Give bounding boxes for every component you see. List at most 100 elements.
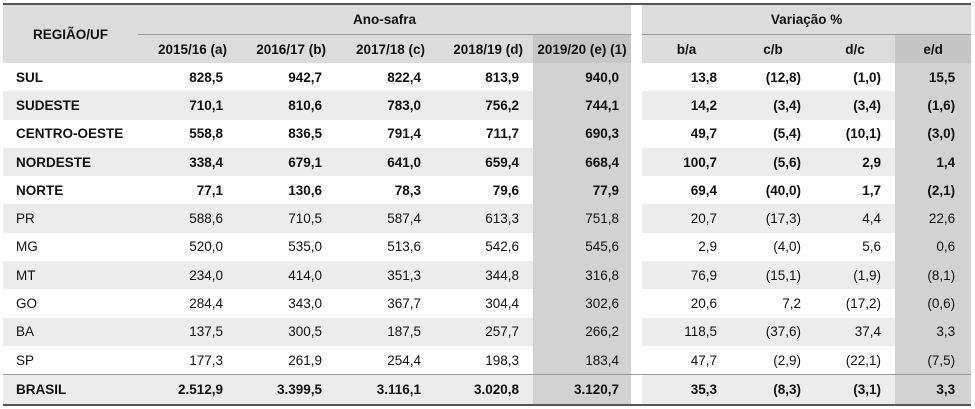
cell: 300,5 — [237, 317, 336, 346]
gap-cell — [631, 91, 643, 120]
cell: 14,2 — [642, 91, 732, 120]
cell: 2,9 — [698, 239, 718, 255]
cell: (1,6) — [895, 91, 972, 120]
cell: 304,4 — [485, 296, 519, 312]
cell: 302,6 — [533, 289, 632, 318]
table-row-total: BRASIL 2.512,9 3.399,5 3.116,1 3.020,8 3… — [3, 374, 972, 406]
cell: (4,0) — [773, 239, 802, 255]
cell: 783,0 — [336, 91, 435, 120]
col-header-2019: 2019/20 (e) (1) — [533, 34, 632, 63]
cell: 35,3 — [642, 374, 732, 406]
cell: 20,7 — [642, 204, 732, 233]
variacao-header: Variação % — [642, 3, 972, 35]
cell: 558,8 — [189, 126, 223, 142]
cell: 0,6 — [895, 232, 972, 262]
cell: 513,6 — [387, 239, 421, 255]
cell: 822,4 — [387, 69, 421, 85]
cell: 641,0 — [336, 147, 435, 177]
cell: 257,7 — [435, 317, 533, 346]
cell: 3,3 — [895, 317, 972, 346]
cell: 3.120,7 — [533, 374, 632, 406]
cell: 3.399,5 — [237, 374, 336, 406]
gap-cell — [631, 374, 643, 406]
col-header-2015: 2015/16 (a) — [138, 34, 237, 63]
gap-cell — [631, 119, 643, 148]
cell: 47,7 — [690, 352, 718, 368]
cell: 587,4 — [336, 204, 435, 233]
cell: 137,5 — [138, 317, 237, 346]
cell: 316,8 — [533, 261, 632, 290]
cell: (8,3) — [731, 374, 816, 406]
gap-cell — [631, 345, 643, 375]
cell: 79,6 — [492, 182, 519, 198]
cell: (5,6) — [731, 147, 816, 177]
cell: 266,2 — [533, 317, 632, 346]
cell: 836,5 — [288, 126, 322, 142]
cell: (22,1) — [845, 352, 882, 368]
cell: (17,3) — [731, 204, 816, 233]
cell: 77,1 — [196, 182, 223, 198]
cell: 343,0 — [288, 296, 322, 312]
cell: 344,8 — [435, 261, 533, 290]
cell: 183,4 — [533, 345, 632, 375]
cell: 198,3 — [485, 352, 519, 368]
table-row: MG 520,0 535,0 513,6 542,6 545,6 2,9 (4,… — [3, 232, 972, 262]
table-row: SUDESTE 710,1 810,6 783,0 756,2 744,1 14… — [3, 91, 972, 120]
cell: 284,4 — [189, 296, 223, 312]
cell: 338,4 — [138, 147, 237, 177]
cell: 130,6 — [288, 182, 322, 198]
row-label: MT — [3, 261, 138, 290]
cell: (7,5) — [895, 345, 972, 375]
cell: (3,1) — [815, 374, 896, 406]
cell: 545,6 — [533, 232, 632, 262]
table-row: GO 284,4 343,0 367,7 304,4 302,6 20,6 7,… — [3, 289, 972, 318]
row-label: BRASIL — [3, 374, 138, 406]
table-row: SUL 828,5 942,7 822,4 813,9 940,0 13,8 (… — [3, 63, 972, 92]
row-label: PR — [3, 204, 138, 233]
row-label: BA — [3, 317, 138, 346]
cell: 3,3 — [895, 374, 972, 406]
row-label: MG — [16, 239, 38, 255]
cell: 49,7 — [690, 126, 718, 142]
cell: (2,9) — [773, 352, 802, 368]
cell: 261,9 — [288, 352, 322, 368]
cell: 1,4 — [895, 147, 972, 177]
cell: 690,3 — [533, 119, 632, 148]
cell: 828,5 — [189, 69, 223, 85]
cell: 520,0 — [189, 239, 223, 255]
header-gap — [631, 3, 643, 35]
cell: 7,2 — [782, 296, 802, 312]
cell: 177,3 — [189, 352, 223, 368]
cell: 710,5 — [237, 204, 336, 233]
cell: 2.512,9 — [138, 374, 237, 406]
gap-cell — [631, 289, 643, 318]
cell: 367,7 — [387, 296, 421, 312]
table-row: NORTE 77,1 130,6 78,3 79,6 77,9 69,4 (40… — [3, 176, 972, 205]
cell: 940,0 — [533, 63, 632, 92]
cell: 588,6 — [138, 204, 237, 233]
cell: (40,0) — [765, 182, 802, 198]
gap-cell — [631, 232, 643, 262]
cell: 679,1 — [237, 147, 336, 177]
cell: 711,7 — [485, 126, 519, 142]
cell: 4,4 — [815, 204, 896, 233]
cell: (0,6) — [895, 289, 972, 318]
cell: 13,8 — [690, 69, 718, 85]
cell: 351,3 — [336, 261, 435, 290]
cell: 414,0 — [237, 261, 336, 290]
cell: 5,6 — [862, 239, 882, 255]
cell: 234,0 — [138, 261, 237, 290]
row-label: NORDESTE — [3, 147, 138, 177]
cell: 813,9 — [485, 69, 519, 85]
cell: (3,4) — [731, 91, 816, 120]
cell: (5,4) — [773, 126, 802, 142]
cell: 77,9 — [533, 176, 632, 205]
col-header-cb: c/b — [731, 34, 816, 63]
cell: (1,9) — [815, 261, 896, 290]
col-header-2017: 2017/18 (c) — [336, 34, 435, 63]
col-header-2016: 2016/17 (b) — [237, 34, 336, 63]
cell: 20,6 — [690, 296, 718, 312]
gap-cell — [631, 176, 643, 205]
cell: 542,6 — [485, 239, 519, 255]
gap-cell — [631, 63, 643, 92]
